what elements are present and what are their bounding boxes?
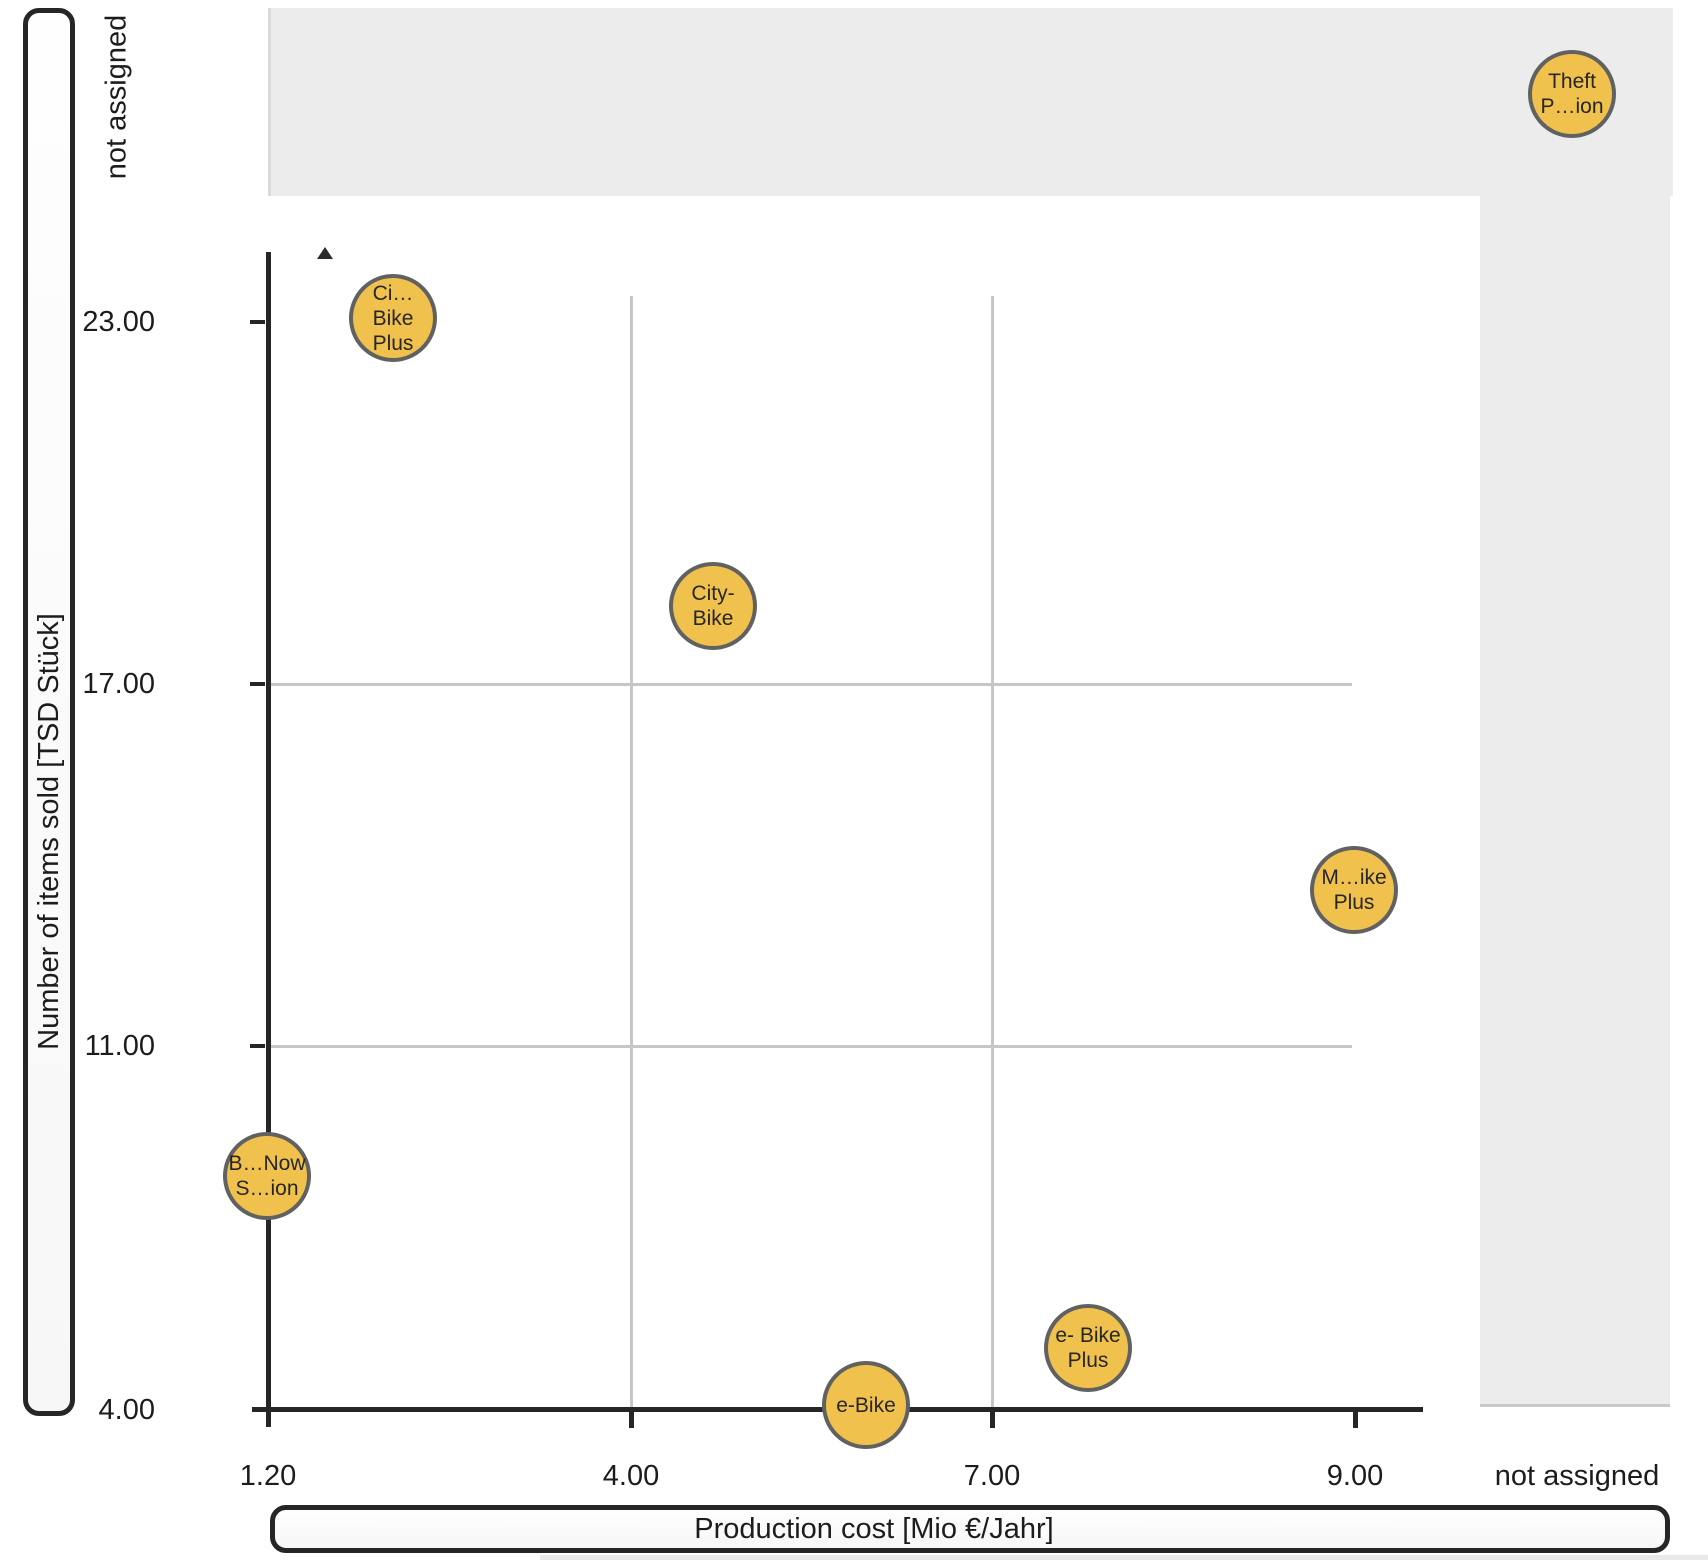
x-axis-title-button[interactable]: Production cost [Mio €/Jahr] [270,1505,1670,1553]
y-axis-title: Number of items sold [TSD Stück] [32,612,65,1050]
x-tick-label-4-00: 4.00 [602,1460,660,1492]
bubble-label-line: Plus [1333,891,1375,914]
gridline-x-4-00 [630,296,633,1409]
bubble-e-bike[interactable]: e-Bike [822,1361,910,1449]
bubble-ci-bike-plus[interactable]: Ci…Bike Plus [349,274,437,362]
bubble-label-line: Ci…Bike [372,281,414,330]
y-axis-line [266,252,271,1427]
bubble-e-bike-plus[interactable]: e- Bike Plus [1044,1304,1132,1392]
not-assigned-region-top [268,8,1673,196]
y-not-assigned-label-text: not assigned [100,14,133,180]
y-tick-label-23-00: 23.00 [82,306,155,338]
bubble-label-line: Plus [372,331,414,355]
gridline-y-17-00 [270,683,1352,686]
x-tick-7-00 [990,1411,995,1428]
x-not-assigned-label: not assigned [1494,1460,1660,1492]
x-tick-label-1-20: 1.20 [239,1460,297,1492]
bubble-label-line: Plus [1067,1349,1109,1372]
bubble-label-line: e-Bike [836,1393,896,1417]
bubble-label-line: Bike [692,607,734,630]
bubble-theft-p-ion[interactable]: Theft P…ion [1528,50,1616,138]
bubble-label-line: City- [691,582,735,605]
bubble-label-line: P…ion [1540,95,1604,118]
gridline-y-11-00 [270,1045,1352,1048]
y-tick-23-00 [250,320,265,324]
y-axis-title-button[interactable]: Number of items sold [TSD Stück] [23,8,75,1416]
x-tick-label-7-00: 7.00 [963,1460,1021,1492]
y-tick-17-00 [250,682,265,686]
bubble-label-line: B…Now [228,1152,306,1175]
not-assigned-region-right [1480,196,1670,1407]
bubble-label-line: e- Bike [1055,1324,1121,1347]
bubble-label-line: Theft [1548,70,1596,93]
bottom-scroll-strip [540,1555,1708,1560]
triangle-marker [317,247,333,259]
bubble-m-ike-plus[interactable]: M…ike Plus [1310,846,1398,934]
y-tick-11-00 [250,1044,265,1048]
x-axis-title: Production cost [Mio €/Jahr] [694,1512,1054,1545]
y-tick-label-17-00: 17.00 [82,668,155,700]
bubble-label-line: M…ike [1321,866,1387,889]
gridline-x-7-00 [991,296,994,1409]
y-tick-label-11-00: 11.00 [84,1030,155,1062]
bubble-label-line: S…ion [235,1177,299,1200]
bubble-b-now-s-ion[interactable]: B…Now S…ion [223,1132,311,1220]
x-tick-4-00 [629,1411,634,1428]
x-tick-label-9-00: 9.00 [1326,1460,1384,1492]
y-tick-label-4-00: 4.00 [98,1394,155,1426]
x-tick-9-00 [1353,1411,1358,1428]
bubble-city-bike[interactable]: City- Bike [669,562,757,650]
